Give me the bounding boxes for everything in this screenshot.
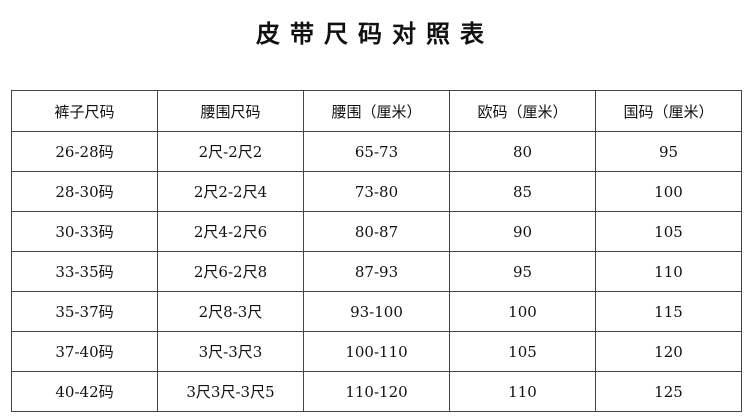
table-row: 37-40码 3尺-3尺3 100-110 105 120 (11, 331, 742, 372)
table-cell: 30-33码 (11, 211, 158, 252)
table-cell: 105 (595, 211, 742, 252)
table-cell: 120 (595, 331, 742, 372)
table-cell: 80-87 (303, 211, 450, 252)
column-header: 腰围（厘米） (303, 90, 450, 132)
table-cell: 100 (449, 291, 596, 332)
table-cell: 2尺4-2尺6 (157, 211, 304, 252)
column-header: 腰围尺码 (157, 90, 304, 132)
table-row: 35-37码 2尺8-3尺 93-100 100 115 (11, 291, 742, 332)
table-cell: 93-100 (303, 291, 450, 332)
table-cell: 105 (449, 331, 596, 372)
table-cell: 110-120 (303, 371, 450, 412)
table-row: 26-28码 2尺-2尺2 65-73 80 95 (11, 131, 742, 172)
table-cell: 95 (449, 251, 596, 292)
table-cell: 110 (449, 371, 596, 412)
table-cell: 40-42码 (11, 371, 158, 412)
size-table: 裤子尺码 腰围尺码 腰围（厘米） 欧码（厘米） 国码（厘米） 26-28码 2尺-2尺2 6… (11, 90, 742, 412)
table-cell: 110 (595, 251, 742, 292)
table-cell: 2尺-2尺2 (157, 131, 304, 172)
table-cell: 85 (449, 171, 596, 212)
column-header: 裤子尺码 (11, 90, 158, 132)
table-cell: 2尺2-2尺4 (157, 171, 304, 212)
table-cell: 90 (449, 211, 596, 252)
table-cell: 3尺3尺-3尺5 (157, 371, 304, 412)
table-row: 33-35码 2尺6-2尺8 87-93 95 110 (11, 251, 742, 292)
column-header: 欧码（厘米） (449, 90, 596, 132)
table-row: 30-33码 2尺4-2尺6 80-87 90 105 (11, 211, 742, 252)
table-cell: 100-110 (303, 331, 450, 372)
table-cell: 28-30码 (11, 171, 158, 212)
column-header: 国码（厘米） (595, 90, 742, 132)
table-cell: 2尺8-3尺 (157, 291, 304, 332)
table-cell: 87-93 (303, 251, 450, 292)
table-cell: 73-80 (303, 171, 450, 212)
table-cell: 125 (595, 371, 742, 412)
table-cell: 80 (449, 131, 596, 172)
table-cell: 26-28码 (11, 131, 158, 172)
table-row: 28-30码 2尺2-2尺4 73-80 85 100 (11, 171, 742, 212)
table-row: 40-42码 3尺3尺-3尺5 110-120 110 125 (11, 371, 742, 412)
table-header-row: 裤子尺码 腰围尺码 腰围（厘米） 欧码（厘米） 国码（厘米） (11, 90, 742, 132)
table-cell: 37-40码 (11, 331, 158, 372)
table-cell: 65-73 (303, 131, 450, 172)
table-cell: 95 (595, 131, 742, 172)
table-cell: 3尺-3尺3 (157, 331, 304, 372)
table-cell: 35-37码 (11, 291, 158, 332)
table-cell: 100 (595, 171, 742, 212)
table-cell: 33-35码 (11, 251, 158, 292)
table-cell: 115 (595, 291, 742, 332)
page-title: 皮带尺码对照表 (256, 19, 494, 48)
table-cell: 2尺6-2尺8 (157, 251, 304, 292)
